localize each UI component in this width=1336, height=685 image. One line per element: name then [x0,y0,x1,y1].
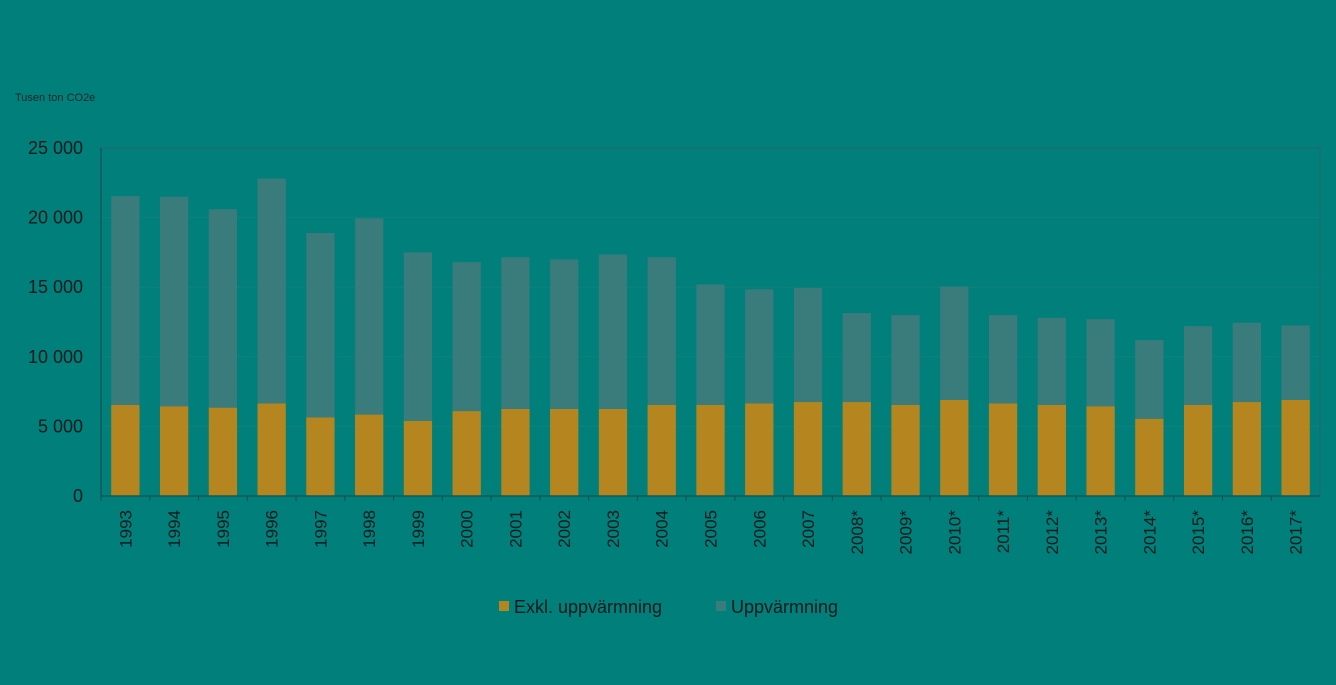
legend: Exkl. uppvärmning Uppvärmning [499,597,838,617]
y-tick-label: 5 000 [38,416,83,436]
bar-uppvarmning [403,252,433,421]
x-tick-label: 2017* [1287,510,1306,555]
bar-uppvarmning [257,178,286,404]
bar-exkl-uppvarmning [842,402,871,496]
bar-exkl-uppvarmning [940,399,969,496]
legend-label: Uppvärmning [731,597,838,617]
bar-exkl-uppvarmning [793,402,823,496]
bar-uppvarmning [1281,325,1310,400]
bar-uppvarmning [891,315,920,405]
bar-exkl-uppvarmning [208,407,238,496]
bar-exkl-uppvarmning [403,420,433,496]
x-tick-label: 2006 [750,510,769,548]
bar-uppvarmning [159,196,189,407]
bar-exkl-uppvarmning [355,414,384,496]
bar-uppvarmning [1183,326,1213,405]
bar-exkl-uppvarmning [257,403,286,496]
bar-uppvarmning [598,254,628,409]
bar-uppvarmning [111,196,140,405]
x-tick-label: 2001 [506,510,525,548]
x-tick-label: 1993 [116,510,135,548]
legend-swatch [716,601,726,611]
bar-uppvarmning [842,312,871,403]
bar-exkl-uppvarmning [745,403,774,496]
x-tick-label: 2008* [848,510,867,555]
bar-exkl-uppvarmning [306,417,335,496]
bar-uppvarmning [988,315,1018,404]
x-tick-label: 2016* [1238,510,1257,555]
legend-swatch [499,601,509,611]
bars [111,178,1310,496]
bar-uppvarmning [208,209,238,408]
x-tick-label: 1999 [409,510,428,548]
bar-exkl-uppvarmning [647,404,676,496]
x-tick-label: 1997 [311,510,330,548]
x-tick-label: 2014* [1140,510,1159,555]
bar-uppvarmning [940,286,969,400]
x-tick-label: 1994 [165,510,184,548]
bar-exkl-uppvarmning [1232,402,1262,496]
x-tick-label: 2007 [799,510,818,548]
bar-uppvarmning [550,259,579,409]
y-tick-label: 25 000 [28,138,83,158]
x-tick-label: 2009* [897,510,916,555]
bar-exkl-uppvarmning [1086,406,1115,496]
y-tick-label: 20 000 [28,208,83,228]
x-tick-label: 1996 [263,510,282,548]
y-axis-unit-label: Tusen ton CO2e [15,92,95,104]
x-tick-label: 2000 [458,510,477,548]
bar-exkl-uppvarmning [1135,418,1164,496]
x-tick-label: 2015* [1189,510,1208,555]
x-tick-label: 2002 [555,510,574,548]
bar-exkl-uppvarmning [111,404,140,496]
bar-exkl-uppvarmning [452,411,481,496]
bar-exkl-uppvarmning [159,406,189,496]
y-tick-label: 0 [73,486,83,506]
bar-exkl-uppvarmning [891,404,920,496]
bar-exkl-uppvarmning [1183,404,1213,496]
x-tick-label: 2010* [945,510,964,555]
axes: 0 5 000 10 000 15 000 20 000 25 000 1993 1994 19… [28,138,1321,555]
bar-uppvarmning [745,289,774,404]
legend-label: Exkl. uppvärmning [514,597,662,617]
bar-uppvarmning [1037,317,1066,405]
bar-uppvarmning [1232,322,1262,403]
x-tick-label: 2005 [702,510,721,548]
x-tick-label: 2003 [604,510,623,548]
bar-uppvarmning [452,262,481,412]
bar-uppvarmning [1086,319,1115,407]
bar-exkl-uppvarmning [550,409,579,496]
bar-uppvarmning [355,218,384,415]
bar-exkl-uppvarmning [1037,404,1066,496]
bar-uppvarmning [306,232,335,418]
x-tick-label: 1995 [214,510,233,548]
y-tick-label: 15 000 [28,277,83,297]
x-tick-label: 1998 [360,510,379,548]
bar-uppvarmning [501,257,530,409]
bar-uppvarmning [647,257,676,405]
x-tick-label: 2011* [994,510,1013,554]
y-tick-label: 10 000 [28,347,83,367]
bar-exkl-uppvarmning [988,403,1018,496]
x-tick-label: 2012* [1043,510,1062,555]
bar-uppvarmning [1135,340,1164,419]
x-tick-label: 2004 [653,510,672,548]
bar-uppvarmning [696,284,725,405]
x-tick-label: 2013* [1092,510,1111,555]
bar-exkl-uppvarmning [696,404,725,496]
bar-exkl-uppvarmning [501,409,530,496]
bar-uppvarmning [793,287,823,403]
bar-exkl-uppvarmning [598,409,628,496]
bar-exkl-uppvarmning [1281,399,1310,496]
